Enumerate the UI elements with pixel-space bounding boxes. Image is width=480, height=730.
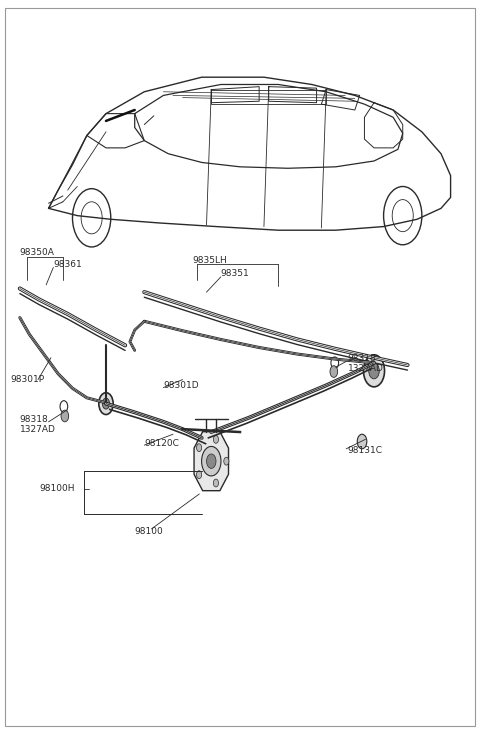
- Text: 98120C: 98120C: [144, 439, 179, 448]
- Text: 1327AD: 1327AD: [348, 364, 384, 373]
- Circle shape: [61, 410, 69, 422]
- Circle shape: [206, 454, 216, 469]
- Circle shape: [99, 393, 113, 415]
- Circle shape: [102, 398, 109, 409]
- Polygon shape: [194, 431, 228, 491]
- Text: 98351: 98351: [221, 269, 250, 278]
- Text: 98301D: 98301D: [163, 381, 199, 390]
- Circle shape: [213, 479, 218, 487]
- Text: 98131C: 98131C: [348, 447, 383, 456]
- Circle shape: [224, 457, 229, 465]
- Text: 98301P: 98301P: [10, 375, 44, 384]
- Text: 98318: 98318: [348, 354, 376, 363]
- Circle shape: [369, 363, 379, 379]
- Circle shape: [213, 435, 218, 443]
- Circle shape: [202, 447, 221, 476]
- Circle shape: [330, 366, 337, 377]
- Text: 98361: 98361: [53, 260, 82, 269]
- Circle shape: [363, 355, 384, 387]
- Circle shape: [196, 471, 202, 479]
- Text: 9835LH: 9835LH: [192, 256, 227, 265]
- Circle shape: [196, 444, 202, 452]
- Text: 98100: 98100: [135, 526, 164, 536]
- Circle shape: [357, 434, 367, 449]
- Text: 98100H: 98100H: [39, 485, 74, 493]
- Text: 98350A: 98350A: [20, 248, 55, 257]
- Text: 1327AD: 1327AD: [20, 425, 56, 434]
- Text: 98318: 98318: [20, 415, 48, 424]
